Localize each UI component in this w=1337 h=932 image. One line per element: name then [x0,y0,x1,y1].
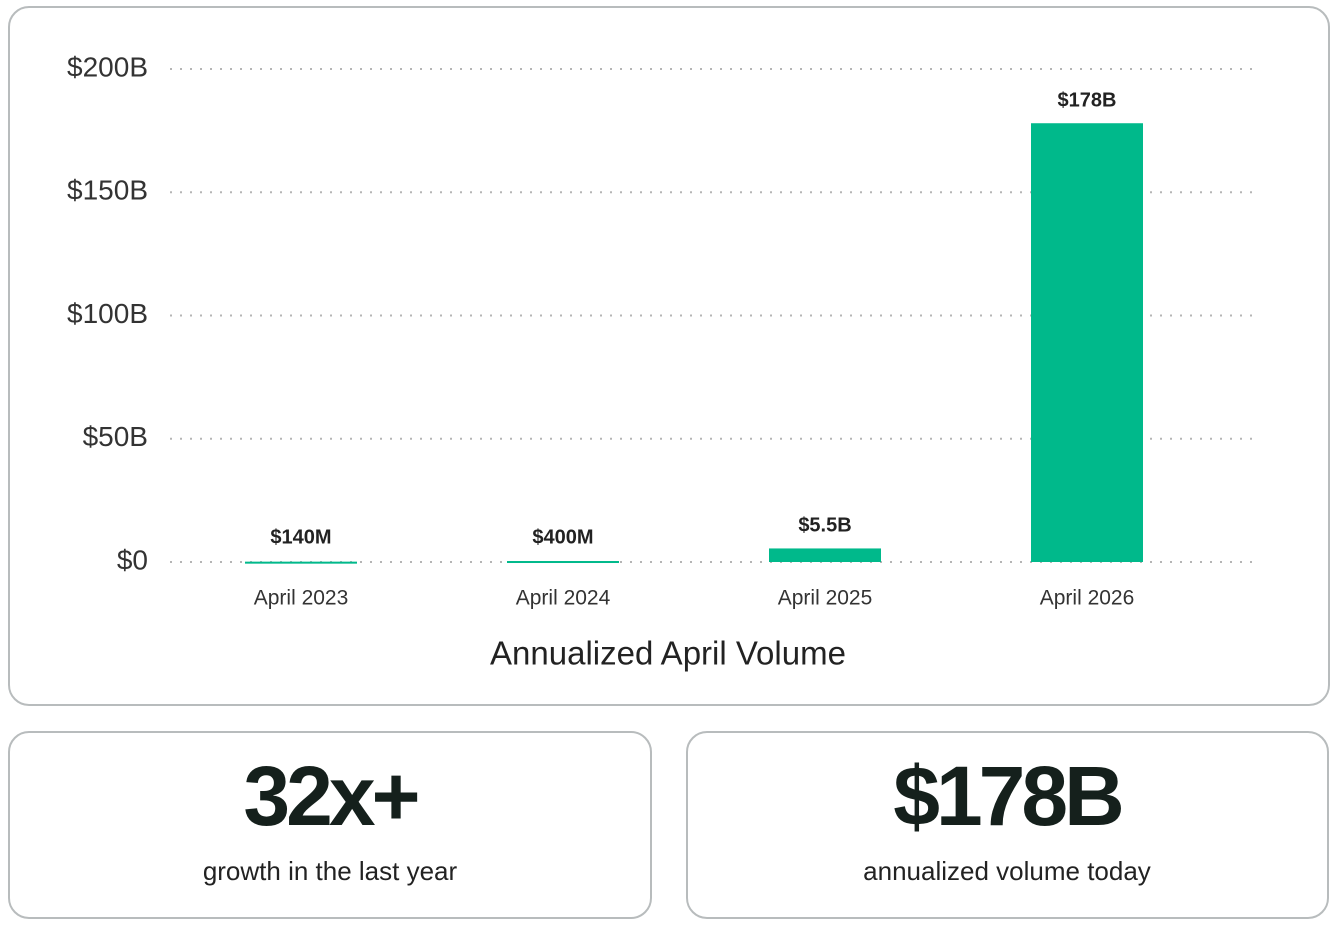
x-axis-title: Annualized April Volume [490,635,846,672]
stat-value: 32x+ [243,749,417,843]
value-label: $400M [532,526,593,548]
stat-value: $178B [893,749,1121,843]
stat-label: annualized volume today [863,856,1151,886]
y-tick-label: $100B [67,298,148,329]
x-tick-label: April 2025 [778,587,873,610]
x-tick-label: April 2026 [1040,587,1135,610]
value-label: $178B [1058,90,1117,112]
bar [769,548,881,562]
bar [507,561,619,564]
stat-card [686,731,1329,919]
y-tick-label: $200B [67,51,148,82]
value-label: $140M [270,526,331,548]
chart-panel [8,6,1330,706]
x-tick-label: April 2023 [254,587,349,610]
value-label: $5.5B [798,515,851,537]
y-tick-label: $50B [83,421,148,452]
bar [1031,123,1143,562]
bar [245,561,357,564]
stat-card [8,731,652,919]
y-tick-label: $150B [67,175,148,206]
y-tick-label: $0 [117,544,148,575]
stat-label: growth in the last year [203,856,458,886]
x-tick-label: April 2024 [516,587,611,610]
